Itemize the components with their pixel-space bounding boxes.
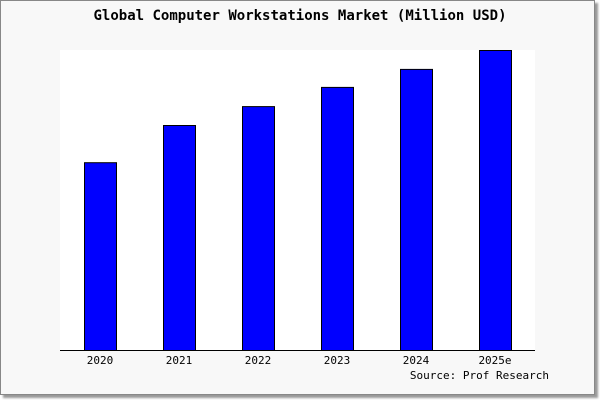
x-tick-label: 2021 xyxy=(166,354,193,367)
x-tick-label: 2022 xyxy=(245,354,272,367)
bar-2024 xyxy=(400,68,433,352)
source-label: Source: Prof Research xyxy=(410,369,549,382)
bar-2020 xyxy=(84,162,117,351)
bar-2022 xyxy=(242,106,275,351)
plot-area xyxy=(60,50,535,350)
x-tick-label: 2023 xyxy=(324,354,351,367)
x-tick-label: 2025e xyxy=(478,354,511,367)
x-tick-label: 2020 xyxy=(87,354,114,367)
bar-2023 xyxy=(321,86,354,352)
chart-title: Global Computer Workstations Market (Mil… xyxy=(93,8,506,24)
x-tick-label: 2024 xyxy=(403,354,430,367)
bar-2021 xyxy=(163,125,196,351)
bar-2025e xyxy=(479,50,512,351)
